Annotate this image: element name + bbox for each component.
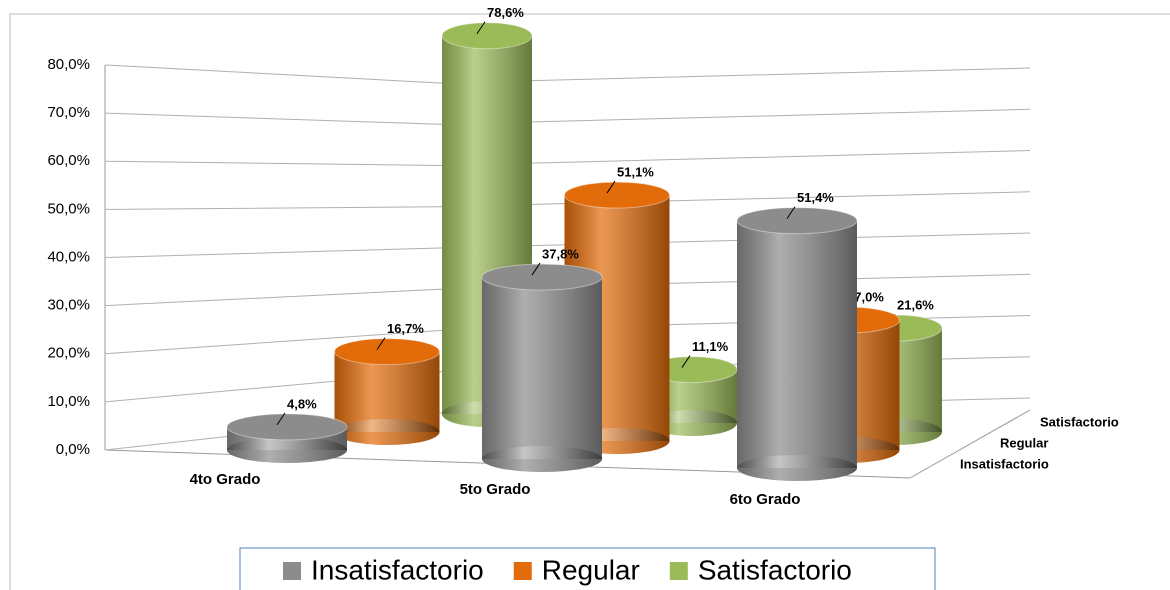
data-label: 16,7% xyxy=(387,321,424,336)
y-tick-label: 80,0% xyxy=(47,56,90,73)
y-tick-label: 40,0% xyxy=(47,248,90,265)
chart-border xyxy=(9,13,1170,590)
label-leader xyxy=(531,262,541,276)
bar-shade xyxy=(227,437,347,463)
bar-shade xyxy=(482,446,602,472)
y-tick-label: 70,0% xyxy=(47,104,90,121)
label-leader xyxy=(681,355,691,368)
cylinder xyxy=(334,338,440,445)
data-label: 11,1% xyxy=(692,339,729,354)
y-tick-label: 60,0% xyxy=(47,152,90,169)
label-leader xyxy=(276,412,286,426)
bar-shade xyxy=(482,277,602,459)
legend-label: Insatisfactorio xyxy=(311,554,484,585)
label-leader xyxy=(376,337,386,350)
cylinder xyxy=(481,263,603,472)
legend-swatch xyxy=(669,562,688,580)
data-label: 51,4% xyxy=(797,190,834,205)
depth-label: Satisfactorio xyxy=(1040,414,1119,429)
cylinder xyxy=(226,413,348,463)
grid-line xyxy=(104,64,1031,84)
y-tick-label: 30,0% xyxy=(47,297,90,314)
grid-line xyxy=(104,108,1031,125)
grid-line xyxy=(104,191,1031,210)
data-label: 78,6% xyxy=(487,5,524,20)
legend-swatch xyxy=(283,562,301,580)
legend-swatch xyxy=(513,562,532,580)
cylinder-top xyxy=(564,181,670,209)
x-tick-label: 5to Grado xyxy=(460,481,531,498)
label-leader xyxy=(476,21,486,35)
y-tick-label: 0,0% xyxy=(56,441,90,458)
cylinder-top xyxy=(441,22,533,50)
cylinder-top xyxy=(736,207,858,235)
data-label: 37,8% xyxy=(542,247,579,262)
cylinder xyxy=(736,207,858,481)
y-tick-label: 20,0% xyxy=(47,345,90,362)
floor-edge xyxy=(909,409,1031,479)
depth-label: Regular xyxy=(1000,435,1048,450)
x-tick-label: 6to Grado xyxy=(730,491,801,508)
cylinder-top xyxy=(481,263,603,291)
bar-shade xyxy=(737,455,857,481)
data-label: 21,6% xyxy=(897,297,934,312)
bar-shade xyxy=(737,220,857,468)
legend-label: Regular xyxy=(542,554,640,585)
legend-box xyxy=(239,547,936,590)
data-label: 51,1% xyxy=(617,165,654,180)
x-tick-label: 4to Grado xyxy=(190,471,261,488)
grid-line xyxy=(104,150,1031,167)
cylinder-top xyxy=(226,413,348,441)
label-leader xyxy=(606,180,616,194)
y-tick-label: 50,0% xyxy=(47,200,90,217)
y-tick-label: 10,0% xyxy=(47,393,90,410)
data-label: 4,8% xyxy=(287,396,317,411)
label-leader xyxy=(786,206,796,219)
bar-shade xyxy=(334,419,440,445)
depth-label: Insatisfactorio xyxy=(960,456,1049,471)
cylinder-top xyxy=(334,338,440,366)
bar-shade xyxy=(334,351,440,432)
legend-label: Satisfactorio xyxy=(698,554,852,585)
